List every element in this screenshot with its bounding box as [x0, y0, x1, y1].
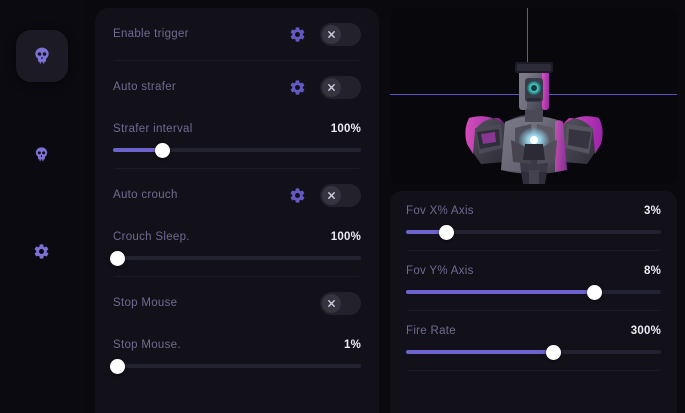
toggle-knob	[322, 24, 341, 44]
slider-fill	[406, 230, 447, 234]
slider-value: 3%	[643, 205, 661, 217]
divider	[115, 60, 359, 61]
slider-value: 300%	[630, 325, 661, 337]
slider-thumb[interactable]	[439, 224, 455, 240]
toggle-enable-trigger[interactable]	[320, 22, 361, 46]
slider-label: Fire Rate	[406, 325, 456, 337]
divider	[408, 250, 659, 251]
slider-thumb[interactable]	[546, 344, 562, 360]
divider	[408, 370, 659, 371]
slider-label: Stop Mouse.	[113, 339, 181, 351]
slider-track[interactable]	[110, 250, 361, 266]
sidebar-item-settings[interactable]	[16, 225, 68, 277]
slider-thumb[interactable]	[110, 250, 126, 266]
slider-value: 1%	[343, 339, 361, 351]
sidebar	[0, 0, 83, 413]
slider-value: 100%	[330, 231, 361, 243]
gear-icon[interactable]	[288, 78, 306, 96]
setting-label: Auto crouch	[113, 189, 178, 201]
slider-track[interactable]	[406, 284, 661, 300]
slider-label: Fov X% Axis	[406, 205, 474, 217]
skull-icon	[33, 146, 50, 163]
slider-fov-x-axis: Fov X% Axis 3%	[406, 191, 661, 250]
toggle-knob	[322, 185, 341, 205]
slider-label: Fov Y% Axis	[406, 265, 474, 277]
slider-strafer-interval: Strafer interval 100%	[113, 113, 361, 168]
slider-fire-rate: Fire Rate 300%	[406, 311, 661, 370]
slider-track[interactable]	[406, 224, 661, 240]
divider	[115, 168, 359, 169]
slider-track[interactable]	[110, 358, 361, 374]
slider-stop-mouse: Stop Mouse. 1%	[110, 329, 361, 384]
crosshair-vertical-line	[527, 8, 528, 86]
slider-value: 100%	[330, 123, 361, 135]
left-settings-panel: Enable trigger Auto strafer	[95, 8, 379, 413]
slider-thumb[interactable]	[587, 284, 603, 300]
toggle-auto-strafer[interactable]	[320, 75, 361, 99]
gear-icon[interactable]	[288, 186, 306, 204]
slider-value: 8%	[643, 265, 661, 277]
setting-row-enable-trigger: Enable trigger	[113, 8, 361, 60]
slider-thumb[interactable]	[155, 142, 171, 158]
divider	[115, 276, 359, 277]
slider-fill	[406, 290, 595, 294]
slider-fill	[406, 350, 554, 354]
toggle-stop-mouse[interactable]	[320, 291, 361, 315]
gear-icon	[33, 243, 50, 260]
character-preview	[390, 8, 677, 184]
slider-label: Crouch Sleep.	[113, 231, 190, 243]
slider-fov-y-axis: Fov Y% Axis 8%	[406, 251, 661, 310]
setting-label: Enable trigger	[113, 28, 189, 40]
sidebar-item-visuals[interactable]	[16, 128, 68, 180]
slider-thumb[interactable]	[110, 358, 126, 374]
setting-row-auto-strafer: Auto strafer	[113, 61, 361, 113]
slider-label: Strafer interval	[113, 123, 193, 135]
setting-label: Stop Mouse	[113, 297, 178, 309]
setting-row-stop-mouse: Stop Mouse	[113, 277, 361, 329]
divider	[408, 310, 659, 311]
setting-label: Auto strafer	[113, 81, 177, 93]
right-column: Fov X% Axis 3% Fov Y% Axis 8%	[390, 8, 677, 413]
right-settings-panel: Fov X% Axis 3% Fov Y% Axis 8%	[390, 191, 677, 413]
gear-icon[interactable]	[288, 25, 306, 43]
skull-icon	[32, 46, 52, 66]
slider-track[interactable]	[406, 344, 661, 360]
setting-row-auto-crouch: Auto crouch	[113, 169, 361, 221]
toggle-knob	[322, 293, 341, 313]
slider-crouch-sleep: Crouch Sleep. 100%	[110, 221, 361, 276]
robot-mech-figure	[464, 62, 603, 184]
sidebar-item-aimbot[interactable]	[15, 30, 68, 82]
toggle-knob	[322, 77, 341, 97]
toggle-auto-crouch[interactable]	[320, 183, 361, 207]
slider-track[interactable]	[113, 142, 361, 158]
slider-fill	[113, 148, 163, 152]
